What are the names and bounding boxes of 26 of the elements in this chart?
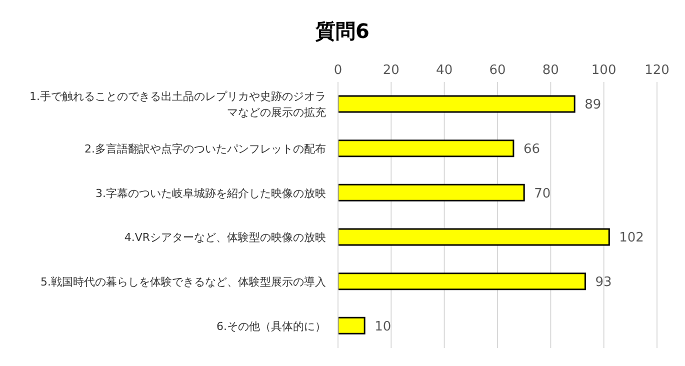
bar	[338, 95, 576, 113]
x-tick-label: 20	[382, 63, 400, 78]
y-tick-label: 1.手で触れることのできる出土品のレプリカや史跡のジオラマなどの展示の拡充	[30, 90, 326, 119]
y-tick-label: 5.戦国時代の暮らしを体験できるなど、体験型展示の導入	[40, 275, 326, 288]
data-label: 93	[595, 274, 612, 290]
x-tick-label: 0	[334, 63, 342, 78]
y-tick-label: 3.字幕のついた岐阜城跡を紹介した映像の放映	[96, 186, 326, 200]
y-tick-label: 4.VRシアターなど、体験型の映像の放映	[124, 230, 326, 244]
data-label: 70	[534, 186, 551, 202]
data-label: 102	[619, 230, 644, 246]
data-label: 66	[523, 142, 540, 157]
x-tick-label: 80	[542, 63, 559, 78]
x-tick-label: 60	[489, 63, 506, 78]
data-label: 89	[584, 98, 602, 113]
chart-title: 質問6	[314, 18, 370, 45]
bar	[338, 228, 610, 246]
bar	[338, 316, 366, 334]
bar	[338, 140, 514, 158]
y-tick-label: 2.多言語翻訳や点字のついたパンフレットの配布	[84, 142, 326, 155]
bar	[338, 272, 586, 290]
data-label: 10	[374, 319, 392, 334]
x-tick-label: 120	[644, 63, 670, 78]
y-tick-label: 6.その他（具体的に）	[216, 319, 326, 332]
x-tick-label: 100	[591, 63, 616, 78]
bar	[338, 184, 525, 202]
x-tick-label: 40	[436, 63, 453, 78]
